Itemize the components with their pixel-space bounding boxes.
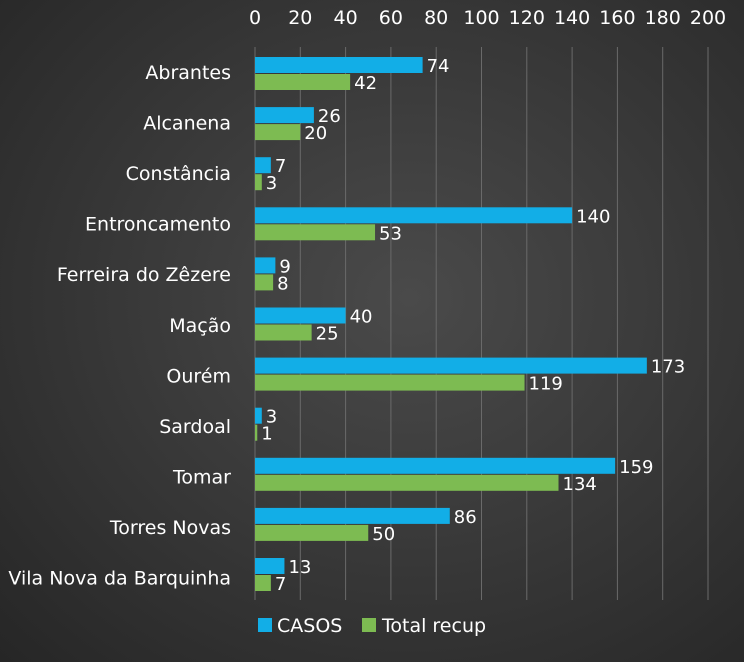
x-tick-label-180: 180 bbox=[645, 7, 681, 29]
category-labels: Abrantes Alcanena Constância Entroncamento F… bbox=[8, 62, 231, 590]
category-label: Vila Nova da Barquinha bbox=[8, 568, 231, 590]
data-label-casos: 86 bbox=[454, 507, 477, 528]
x-tick-label-0: 0 bbox=[249, 7, 261, 29]
category-label: Abrantes bbox=[145, 62, 231, 84]
bar-casos bbox=[255, 357, 647, 374]
category-label: Tomar bbox=[172, 466, 231, 488]
data-label-total-recup: 7 bbox=[275, 574, 286, 595]
x-tick-label-160: 160 bbox=[599, 7, 635, 29]
data-label-casos: 74 bbox=[427, 56, 450, 77]
legend-swatch-casos bbox=[258, 618, 272, 632]
bar-casos bbox=[255, 107, 314, 124]
data-label-casos: 26 bbox=[318, 106, 341, 127]
bar-casos bbox=[255, 457, 616, 474]
bar-total-recup bbox=[255, 424, 258, 441]
x-tick-label-80: 80 bbox=[424, 7, 448, 29]
data-label-total-recup: 25 bbox=[316, 324, 339, 345]
category-label: Torres Novas bbox=[109, 517, 231, 539]
category-label: Entroncamento bbox=[85, 214, 231, 236]
data-label-casos: 13 bbox=[288, 557, 311, 578]
data-label-casos: 40 bbox=[350, 307, 373, 328]
bar-casos bbox=[255, 407, 262, 424]
bar-casos bbox=[255, 307, 346, 324]
bar-casos bbox=[255, 57, 423, 73]
x-tick-label-60: 60 bbox=[379, 7, 403, 29]
legend-label-casos: CASOS bbox=[277, 615, 342, 637]
x-tick-label-100: 100 bbox=[463, 7, 499, 29]
data-label-total-recup: 42 bbox=[354, 73, 377, 94]
bar-casos bbox=[255, 257, 276, 274]
category-label: Ourém bbox=[166, 365, 231, 387]
category-label: Mação bbox=[169, 315, 231, 337]
bar-total-recup bbox=[255, 324, 312, 341]
bar-total-recup bbox=[255, 524, 369, 541]
data-label-casos: 140 bbox=[576, 206, 610, 227]
bar-total-recup bbox=[255, 74, 351, 90]
bar-total-recup bbox=[255, 575, 271, 591]
data-label-total-recup: 53 bbox=[379, 223, 402, 244]
x-axis-ticks: 0 20 40 60 80 100 120 140 160 180 200 bbox=[249, 7, 726, 29]
bar-casos bbox=[255, 507, 450, 524]
x-tick-label-20: 20 bbox=[288, 7, 312, 29]
category-label: Sardoal bbox=[159, 416, 231, 438]
x-tick-label-40: 40 bbox=[334, 7, 358, 29]
category-label: Ferreira do Zêzere bbox=[57, 264, 231, 286]
data-label-total-recup: 8 bbox=[277, 273, 288, 294]
legend-label-total-recup: Total recup bbox=[381, 615, 486, 637]
bar-casos bbox=[255, 157, 271, 174]
data-label-casos: 7 bbox=[275, 156, 286, 177]
category-label: Alcanena bbox=[143, 113, 231, 135]
bar-total-recup bbox=[255, 224, 376, 241]
data-label-casos: 159 bbox=[619, 457, 653, 478]
bar-casos bbox=[255, 207, 573, 224]
bar-total-recup bbox=[255, 174, 262, 191]
bar-total-recup bbox=[255, 124, 301, 141]
data-label-total-recup: 20 bbox=[304, 123, 327, 144]
data-labels: 7442262073140539840251731193115913486501… bbox=[261, 56, 685, 595]
data-label-total-recup: 134 bbox=[563, 474, 597, 495]
x-tick-label-140: 140 bbox=[554, 7, 590, 29]
bar-total-recup bbox=[255, 274, 274, 291]
bars bbox=[255, 57, 647, 591]
data-label-casos: 173 bbox=[651, 357, 685, 378]
data-label-total-recup: 50 bbox=[372, 524, 395, 545]
data-label-casos: 3 bbox=[266, 407, 277, 428]
bar-total-recup bbox=[255, 374, 525, 391]
x-tick-label-120: 120 bbox=[509, 7, 545, 29]
legend-swatch-total-recup bbox=[362, 618, 376, 632]
category-label: Constância bbox=[126, 163, 231, 185]
bar-total-recup bbox=[255, 474, 559, 491]
data-label-total-recup: 1 bbox=[261, 424, 272, 445]
bar-casos bbox=[255, 558, 285, 574]
data-label-total-recup: 3 bbox=[266, 173, 277, 194]
data-label-casos: 9 bbox=[279, 256, 290, 277]
x-tick-label-200: 200 bbox=[690, 7, 726, 29]
legend: CASOS Total recup bbox=[258, 615, 486, 637]
data-label-total-recup: 119 bbox=[529, 374, 563, 395]
